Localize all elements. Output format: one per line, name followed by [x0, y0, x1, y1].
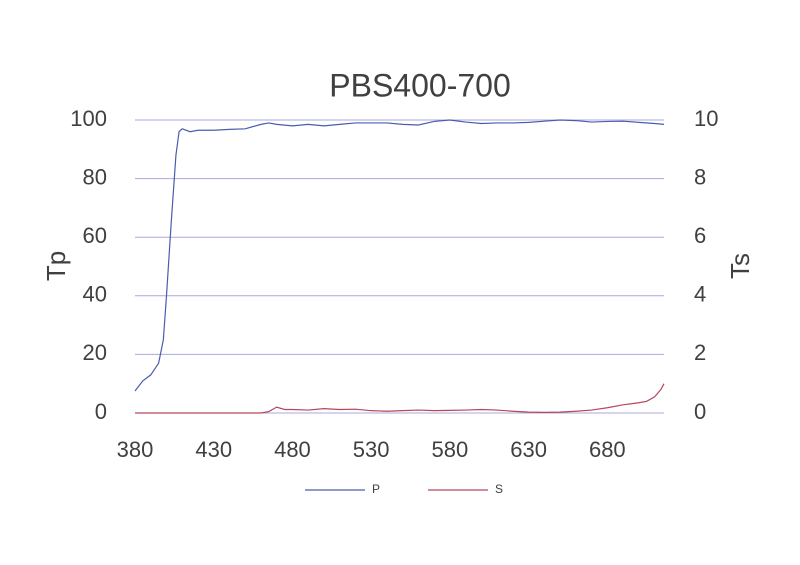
x-tick-label: 480: [274, 437, 311, 462]
y2-axis-label: Ts: [725, 253, 755, 279]
y-tick-label: 0: [95, 399, 107, 424]
y2-tick-label: 0: [694, 399, 706, 424]
x-tick-label: 380: [117, 437, 154, 462]
y2-tick-label: 10: [694, 106, 718, 131]
legend-label: P: [372, 482, 380, 496]
y-tick-label: 20: [83, 340, 107, 365]
data-line: [134, 119, 665, 392]
y2-tick-label: 2: [694, 340, 706, 365]
y2-tick-label: 6: [694, 223, 706, 248]
y-tick-label: 60: [83, 223, 107, 248]
data-line: [135, 383, 665, 414]
x-tick-label: 530: [353, 437, 390, 462]
y-tick-label: 80: [83, 164, 107, 189]
y2-tick-label: 4: [694, 282, 706, 307]
y-tick-label: 100: [70, 106, 107, 131]
legend-label: S: [495, 482, 503, 496]
y-axis-label: Tp: [41, 251, 71, 281]
y-tick-label: 40: [83, 282, 107, 307]
chart-title: PBS400-700: [329, 67, 510, 103]
x-tick-label: 630: [510, 437, 547, 462]
x-tick-label: 580: [432, 437, 469, 462]
x-tick-label: 680: [589, 437, 626, 462]
y2-tick-label: 8: [694, 164, 706, 189]
x-tick-label: 430: [195, 437, 232, 462]
